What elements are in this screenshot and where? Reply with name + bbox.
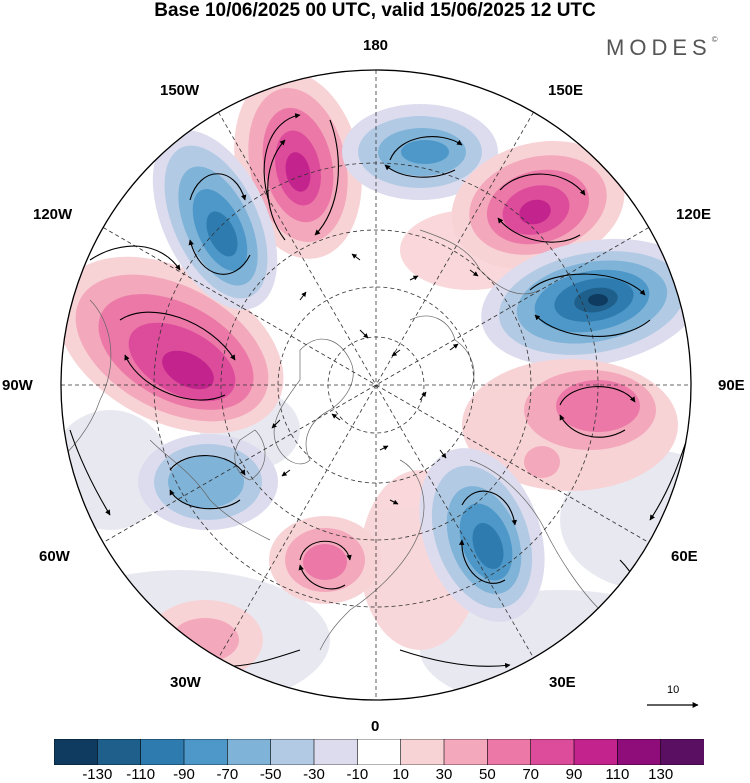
colorbar-swatch — [227, 739, 272, 765]
colorbar-tick-label: 10 — [392, 766, 409, 783]
colorbar-swatch — [487, 739, 532, 765]
colorbar-tick-label: -30 — [303, 766, 325, 783]
lon-label-150w: 150W — [160, 82, 200, 99]
colorbar-swatch — [54, 739, 98, 765]
colorbar-tick-label: 90 — [565, 766, 583, 783]
colorbar-tick-label: 70 — [522, 766, 539, 783]
brand-text: MODES — [606, 35, 712, 60]
anomaly-pos-150e — [451, 140, 625, 270]
graticule — [61, 70, 691, 700]
colorbar-swatch — [97, 739, 142, 765]
map-title: Base 10/06/2025 00 UTC, valid 15/06/2025… — [154, 0, 596, 21]
lon-label-150e: 150E — [548, 82, 584, 99]
colorbar-tick-label: 130 — [648, 766, 674, 783]
reference-vector-label: 10 — [667, 684, 680, 696]
colorbar-swatch — [400, 739, 445, 765]
colorbar-swatch — [357, 739, 402, 765]
lon-label-30e: 30E — [549, 674, 576, 691]
map-boundary — [60, 69, 692, 701]
brand-mark: © — [711, 35, 718, 44]
colorbar — [54, 739, 704, 765]
colorbar-tick-label: -50 — [259, 766, 282, 783]
colorbar-swatch — [140, 739, 185, 765]
colorbar-swatch — [443, 739, 488, 765]
lon-label-0: 0 — [371, 718, 380, 735]
colorbar-tick-label: -70 — [216, 766, 239, 783]
colorbar-swatch — [270, 739, 315, 765]
anomaly-neg-120w — [152, 130, 278, 310]
map-field — [61, 70, 691, 700]
lon-label-60w: 60W — [39, 548, 70, 565]
lon-label-120w: 120W — [33, 206, 73, 223]
lon-label-90e: 90E — [718, 377, 745, 394]
lon-label-180: 180 — [363, 37, 389, 54]
colorbar-tick-label: -10 — [346, 766, 369, 783]
anomaly-neg-120e — [481, 238, 691, 368]
colorbar-tick-label: -90 — [173, 766, 195, 783]
lon-label-60e: 60E — [671, 548, 698, 565]
colorbar-tick-label: -110 — [126, 766, 156, 783]
lon-label-30w: 30W — [170, 674, 201, 691]
lon-label-90w: 90W — [2, 377, 33, 394]
wind-arrows — [271, 253, 479, 505]
anomaly-neg-60w — [138, 434, 278, 530]
colorbar-tick-label: -130 — [82, 766, 113, 783]
colorbar-swatch — [573, 739, 618, 765]
colorbar-swatch — [617, 739, 662, 765]
colorbar-tick-label: 30 — [435, 766, 453, 783]
colorbar-swatch — [660, 739, 704, 765]
colorbar-swatch — [183, 739, 228, 765]
colorbar-swatch — [530, 739, 575, 765]
colorbar-swatch — [313, 739, 358, 765]
lon-label-120e: 120E — [676, 206, 712, 223]
brand-logo: MODES© — [606, 35, 718, 61]
polar-stereographic-map — [60, 69, 699, 708]
colorbar-tick-label: 50 — [478, 766, 496, 783]
colorbar-tick-label: 110 — [605, 766, 630, 783]
